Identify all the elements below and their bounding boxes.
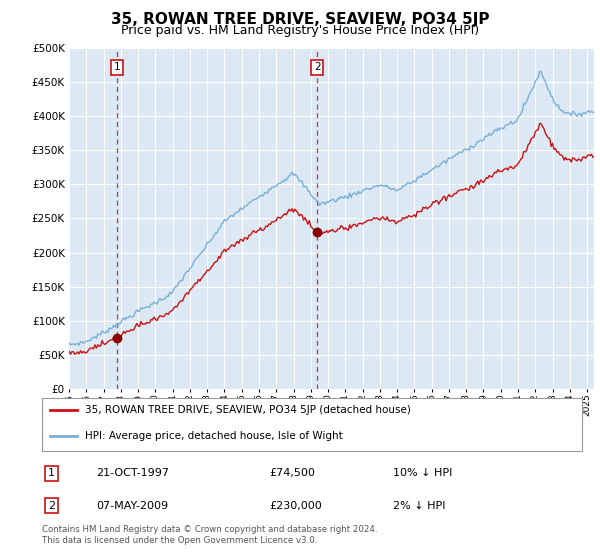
Text: 2% ↓ HPI: 2% ↓ HPI (393, 501, 445, 511)
Text: 35, ROWAN TREE DRIVE, SEAVIEW, PO34 5JP: 35, ROWAN TREE DRIVE, SEAVIEW, PO34 5JP (111, 12, 489, 27)
Text: 21-OCT-1997: 21-OCT-1997 (96, 468, 169, 478)
Text: 35, ROWAN TREE DRIVE, SEAVIEW, PO34 5JP (detached house): 35, ROWAN TREE DRIVE, SEAVIEW, PO34 5JP … (85, 405, 411, 416)
Text: HPI: Average price, detached house, Isle of Wight: HPI: Average price, detached house, Isle… (85, 431, 343, 441)
Text: 2: 2 (314, 62, 320, 72)
Text: £230,000: £230,000 (269, 501, 322, 511)
Text: £74,500: £74,500 (269, 468, 314, 478)
Text: 2: 2 (48, 501, 55, 511)
Text: Contains HM Land Registry data © Crown copyright and database right 2024.
This d: Contains HM Land Registry data © Crown c… (42, 525, 377, 545)
Text: 10% ↓ HPI: 10% ↓ HPI (393, 468, 452, 478)
Text: 1: 1 (114, 62, 121, 72)
Text: Price paid vs. HM Land Registry's House Price Index (HPI): Price paid vs. HM Land Registry's House … (121, 24, 479, 37)
Text: 1: 1 (48, 468, 55, 478)
Text: 07-MAY-2009: 07-MAY-2009 (96, 501, 168, 511)
